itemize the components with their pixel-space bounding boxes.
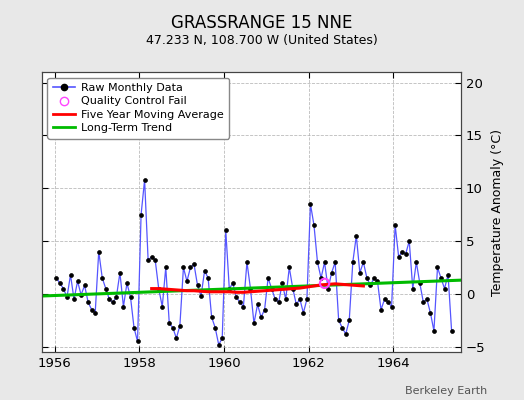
Point [320,280,329,286]
Y-axis label: Temperature Anomaly (°C): Temperature Anomaly (°C) [491,128,504,296]
Text: GRASSRANGE 15 NNE: GRASSRANGE 15 NNE [171,14,353,32]
Text: Berkeley Earth: Berkeley Earth [405,386,487,396]
Legend: Raw Monthly Data, Quality Control Fail, Five Year Moving Average, Long-Term Tren: Raw Monthly Data, Quality Control Fail, … [48,78,229,139]
Text: 47.233 N, 108.700 W (United States): 47.233 N, 108.700 W (United States) [146,34,378,47]
